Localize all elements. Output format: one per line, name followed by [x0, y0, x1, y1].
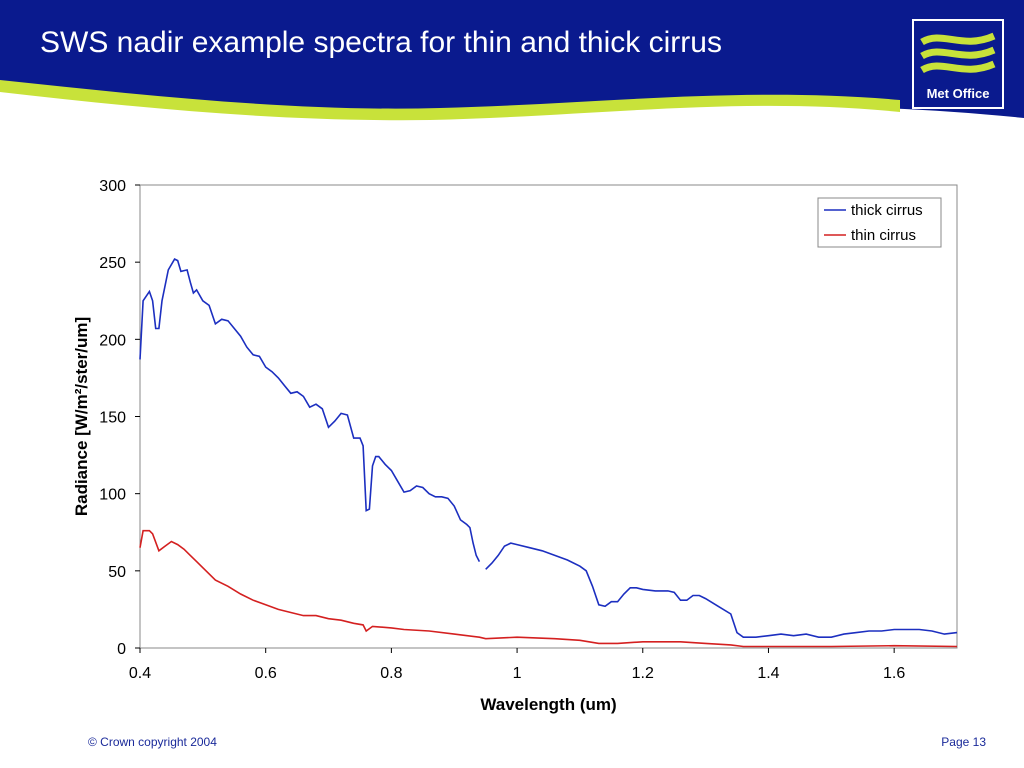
x-tick-label: 0.8 [380, 665, 402, 682]
series-line [139, 529, 958, 648]
legend-label: thick cirrus [851, 202, 923, 219]
series-line [139, 258, 958, 638]
logo-text: Met Office [927, 86, 990, 101]
footer-copyright: © Crown copyright 2004 [88, 735, 217, 749]
y-tick-label: 100 [99, 487, 126, 504]
x-axis-label: Wavelength (um) [480, 695, 616, 714]
x-tick-label: 1.4 [757, 665, 779, 682]
plot-frame [139, 184, 958, 649]
header-band [0, 0, 1024, 118]
x-tick-label: 1 [513, 665, 522, 682]
y-tick-label: 150 [99, 410, 126, 427]
x-tick-label: 1.2 [632, 665, 654, 682]
y-tick-label: 0 [117, 641, 126, 658]
y-tick-label: 250 [99, 255, 126, 272]
legend-box [817, 197, 942, 248]
y-tick-label: 200 [99, 332, 126, 349]
x-tick-label: 0.6 [255, 665, 277, 682]
y-axis-label: Radiance [W/m²/ster/um] [72, 317, 91, 516]
footer-page: Page 13 [941, 735, 986, 749]
slide-title: SWS nadir example spectra for thin and t… [40, 26, 722, 59]
y-tick-label: 300 [99, 178, 126, 195]
chart: 0 50 100 150 200 250 300 0.4 0.6 0.8 1 1.2 1.4 1.6 Wav… [72, 178, 958, 714]
header: Met Office SWS nadir example spectra for… [0, 0, 1024, 121]
legend-label: thin cirrus [851, 227, 916, 244]
x-tick-label: 1.6 [883, 665, 905, 682]
logo-waves [920, 32, 996, 74]
y-tick-label: 50 [108, 564, 126, 581]
header-wave [0, 80, 900, 121]
x-tick-label: 0.4 [129, 665, 151, 682]
